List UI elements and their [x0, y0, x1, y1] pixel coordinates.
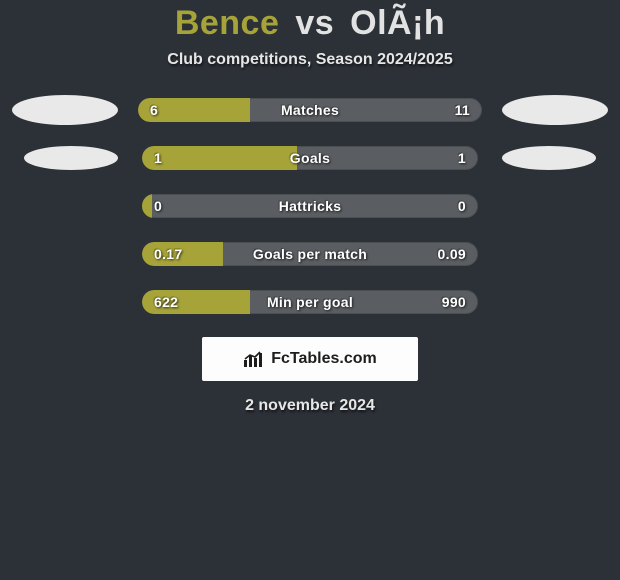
- stat-value-right: 0: [458, 194, 466, 218]
- player1-marker: [24, 146, 118, 170]
- stat-row: 0.17Goals per match0.09: [10, 241, 610, 267]
- stat-bar: 6Matches11: [138, 98, 482, 122]
- stats-container: 6Matches11 1Goals1 0Hattricks0 0.17Goals pe…: [10, 97, 610, 315]
- player1-marker: [12, 95, 118, 125]
- stat-row: 1Goals1: [10, 145, 610, 171]
- player1-name: Bence: [175, 4, 280, 42]
- stat-bar: 0.17Goals per match0.09: [142, 242, 478, 266]
- stat-value-right: 0.09: [438, 242, 466, 266]
- stat-value-right: 11: [455, 98, 470, 122]
- comparison-card: Bence vs OlÃ¡h Club competitions, Season…: [0, 0, 620, 580]
- player2-marker: [502, 146, 596, 170]
- stat-bar: 1Goals1: [142, 146, 478, 170]
- stat-row: 6Matches11: [10, 97, 610, 123]
- stat-row: 622Min per goal990: [10, 289, 610, 315]
- player2-marker: [502, 95, 608, 125]
- stat-value-right: 990: [442, 290, 466, 314]
- stat-label: Goals: [142, 146, 478, 170]
- stat-label: Min per goal: [142, 290, 478, 314]
- stat-label: Goals per match: [142, 242, 478, 266]
- chart-icon: [243, 350, 265, 368]
- brand-text: FcTables.com: [271, 350, 377, 368]
- stat-label: Hattricks: [142, 194, 478, 218]
- vs-label: vs: [289, 4, 340, 42]
- stat-row: 0Hattricks0: [10, 193, 610, 219]
- subtitle: Club competitions, Season 2024/2025: [0, 51, 620, 69]
- page-title: Bence vs OlÃ¡h: [0, 0, 620, 43]
- stat-value-right: 1: [458, 146, 466, 170]
- stat-label: Matches: [138, 98, 482, 122]
- player2-name: OlÃ¡h: [350, 4, 445, 42]
- footer-date: 2 november 2024: [0, 397, 620, 415]
- stat-bar: 622Min per goal990: [142, 290, 478, 314]
- brand-badge[interactable]: FcTables.com: [202, 337, 418, 381]
- stat-bar: 0Hattricks0: [142, 194, 478, 218]
